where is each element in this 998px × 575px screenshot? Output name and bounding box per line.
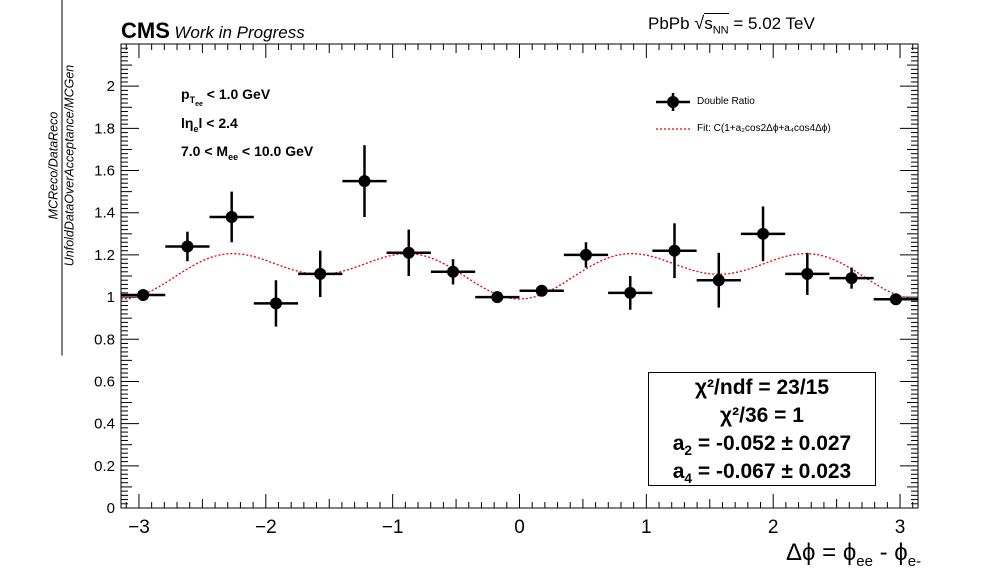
collision-system: PbPb (648, 14, 695, 33)
y-tick-label: 0.2 (94, 458, 115, 475)
experiment-label: CMS Work in Progress (121, 18, 305, 44)
status-label: Work in Progress (174, 23, 305, 42)
fit-a2-pre: a (672, 432, 685, 455)
cut-mass: 7.0 < Mee < 10.0 GeV (181, 143, 313, 162)
data-point (181, 240, 194, 253)
fit-a2-sub: 2 (684, 443, 693, 459)
y-tick-label: 2 (107, 78, 115, 95)
data-point (801, 267, 814, 280)
data-points (121, 145, 918, 327)
cut-pt-sub-t: T (189, 94, 196, 105)
cut-eta-sub: e (193, 123, 199, 134)
x-tick-label: 2 (768, 517, 779, 538)
x-tick-label: −2 (255, 517, 277, 538)
cut-mass-sub: ee (228, 151, 239, 162)
energy-value: = 5.02 TeV (728, 14, 815, 33)
x-axis-label: Δϕ = ϕee - ϕe- (786, 539, 921, 570)
fit-a2: a2 = -0.052 ± 0.027 (649, 431, 875, 459)
data-point (845, 272, 858, 285)
cut-mass-pre: 7.0 < M (181, 143, 229, 159)
data-point (314, 267, 327, 280)
y-tick-label: 1.4 (94, 205, 115, 222)
cut-pt-sub: Tee (189, 94, 203, 108)
x-tick-label: 0 (514, 517, 525, 538)
sqrt-s-sub: NN (712, 24, 729, 37)
data-point (889, 293, 902, 306)
data-point (137, 288, 150, 301)
y-tick-label: 1.8 (94, 120, 115, 137)
legend-data-label: Double Ratio (697, 96, 755, 107)
fit-a4-post: = -0.067 ± 0.023 (692, 460, 852, 483)
cut-eta: lηel < 2.4 (181, 115, 238, 134)
legend-data-marker (667, 96, 679, 108)
x-tick-label: 1 (641, 517, 652, 538)
y-tick-label: 0 (107, 500, 115, 517)
axis-ticks (121, 43, 918, 509)
data-point (712, 274, 725, 287)
x-axis-label-sub2: e- (907, 552, 922, 570)
fit-chi2-36: χ²/36 = 1 (720, 404, 804, 427)
data-point (535, 284, 548, 297)
y-axis-label-denominator: UnfoldDataOverAcceptance/MCGen (61, 0, 78, 356)
data-point (402, 246, 415, 259)
y-tick-label: 0.8 (94, 331, 115, 348)
cut-pt-post: < 1.0 GeV (202, 86, 271, 102)
y-tick-label: 1.6 (94, 163, 115, 180)
x-tick-label: −1 (382, 517, 404, 538)
collision-label: PbPb √sNN = 5.02 TeV (648, 13, 815, 36)
y-tick-label: 1 (107, 289, 115, 306)
fit-curve (120, 252, 919, 300)
x-tick-label: 3 (895, 517, 906, 538)
data-point (624, 286, 637, 299)
fit-stats-box: χ²/ndf = 23/15 χ²/36 = 1 a2 = -0.052 ± 0… (648, 372, 876, 486)
y-axis-label-numerator: MCReco/DataReco (46, 111, 61, 220)
data-point (447, 265, 460, 278)
sqrt-s-letter: s (704, 14, 713, 33)
x-axis-label-sub1: ee (856, 552, 873, 570)
x-axis-label-mid: - ϕ (872, 539, 908, 566)
x-axis-label-pre: Δϕ = ϕ (786, 539, 857, 566)
y-tick-label: 0.6 (94, 373, 115, 390)
data-point (491, 291, 504, 304)
y-tick-label: 1.2 (94, 247, 115, 264)
data-point (358, 175, 371, 188)
cut-eta-pre: lη (181, 115, 194, 131)
legend-markers (656, 93, 690, 130)
y-tick-label: 0.4 (94, 416, 115, 433)
fit-a4-sub: 4 (684, 471, 693, 487)
fit-a2-post: = -0.052 ± 0.027 (692, 432, 852, 455)
cut-pt-subsub: ee (195, 100, 203, 108)
fit-a4-pre: a (672, 460, 685, 483)
data-point (225, 210, 238, 223)
cut-pt: pTee < 1.0 GeV (181, 86, 270, 108)
data-point (668, 244, 681, 257)
fit-chi2-ndf: χ²/ndf = 23/15 (694, 376, 830, 399)
cut-mass-post: < 10.0 GeV (238, 143, 314, 159)
cms-label: CMS (121, 18, 170, 43)
sqrt-symbol: √ (694, 13, 705, 33)
data-point (269, 297, 282, 310)
data-point (579, 248, 592, 261)
axis-tick-labels: −3 −2 −1 0 1 2 3 0 0.2 0.4 0.6 0.8 1 1.2 1.4 1.6 1.8 2 (94, 78, 905, 538)
y-axis-label: MCReco/DataReco UnfoldDataOverAcceptance… (47, 0, 78, 356)
x-tick-label: −3 (128, 517, 150, 538)
sqrt-s: sNN (704, 13, 729, 37)
legend-fit-label: Fit: C(1+a₂cos2Δϕ+a₄cos4Δϕ) (697, 123, 831, 134)
fit-a4: a4 = -0.067 ± 0.023 (649, 459, 875, 487)
cut-pt-pre: p (181, 86, 190, 102)
cut-eta-post: l < 2.4 (198, 115, 238, 131)
data-point (757, 227, 770, 240)
